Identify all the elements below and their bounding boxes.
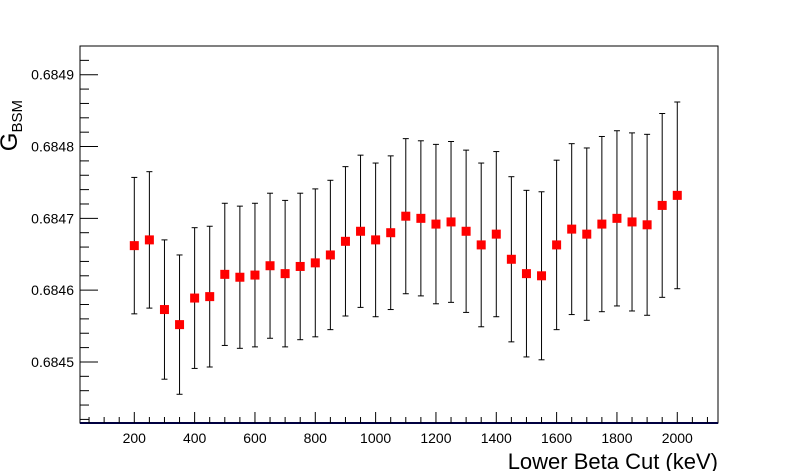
data-point	[190, 293, 200, 303]
data-point	[280, 269, 290, 279]
data-point	[235, 272, 245, 282]
data-point	[205, 292, 215, 302]
data-point	[386, 228, 396, 238]
data-point	[461, 226, 471, 236]
data-point	[627, 217, 637, 227]
y-axis-title-main: G	[0, 133, 23, 152]
data-point	[582, 229, 592, 239]
data-point	[371, 235, 381, 245]
data-series	[129, 101, 682, 395]
data-point	[220, 269, 230, 279]
y-tick-label: 0.6848	[31, 139, 74, 155]
data-point	[657, 200, 667, 210]
x-tick-label: 2000	[662, 430, 693, 446]
x-axis-title: Lower Beta Cut (keV)	[508, 449, 718, 471]
y-axis-title: GBSM	[0, 100, 26, 151]
y-tick-label: 0.6849	[31, 67, 74, 83]
data-point	[567, 224, 577, 234]
data-point	[325, 250, 335, 260]
data-point	[356, 226, 366, 236]
x-tick-label: 800	[304, 430, 328, 446]
x-tick-label: 1400	[481, 430, 512, 446]
data-point	[159, 305, 169, 315]
data-point	[506, 254, 516, 264]
x-tick-label: 1600	[541, 430, 572, 446]
data-point	[340, 236, 350, 246]
data-point	[597, 219, 607, 229]
data-point	[431, 219, 441, 229]
data-point	[401, 211, 411, 221]
data-point	[295, 261, 305, 271]
plot-frame	[79, 45, 719, 424]
x-tick-label: 200	[123, 430, 147, 446]
x-tick-label: 1200	[420, 430, 451, 446]
data-point	[476, 240, 486, 250]
x-axis: 200 400 600 800 1000 1200 1400 1600 1800 2000	[88, 412, 708, 446]
data-point	[416, 213, 426, 223]
data-point	[310, 258, 320, 268]
data-point	[642, 220, 652, 230]
data-point	[265, 261, 275, 271]
data-point	[175, 320, 185, 330]
data-point	[552, 240, 562, 250]
y-tick-label: 0.6846	[31, 282, 74, 298]
data-point	[672, 190, 682, 200]
data-point	[612, 213, 622, 223]
x-tick-label: 600	[243, 430, 267, 446]
y-tick-label: 0.6847	[31, 210, 74, 226]
plot-border	[79, 45, 719, 424]
y-axis: 0.6845 0.6846 0.6847 0.6848 0.6849	[31, 45, 98, 420]
data-point	[537, 271, 547, 281]
data-point	[491, 229, 501, 239]
svg-text:GBSM: GBSM	[0, 100, 26, 151]
data-point	[521, 269, 531, 279]
x-tick-label: 1000	[360, 430, 391, 446]
y-tick-label: 0.6845	[31, 354, 74, 370]
x-tick-label: 400	[183, 430, 207, 446]
y-axis-title-sub: BSM	[9, 100, 26, 133]
data-point	[250, 270, 260, 280]
data-point	[446, 217, 456, 227]
data-point	[129, 241, 139, 251]
x-tick-label: 1800	[601, 430, 632, 446]
data-point	[144, 235, 154, 245]
